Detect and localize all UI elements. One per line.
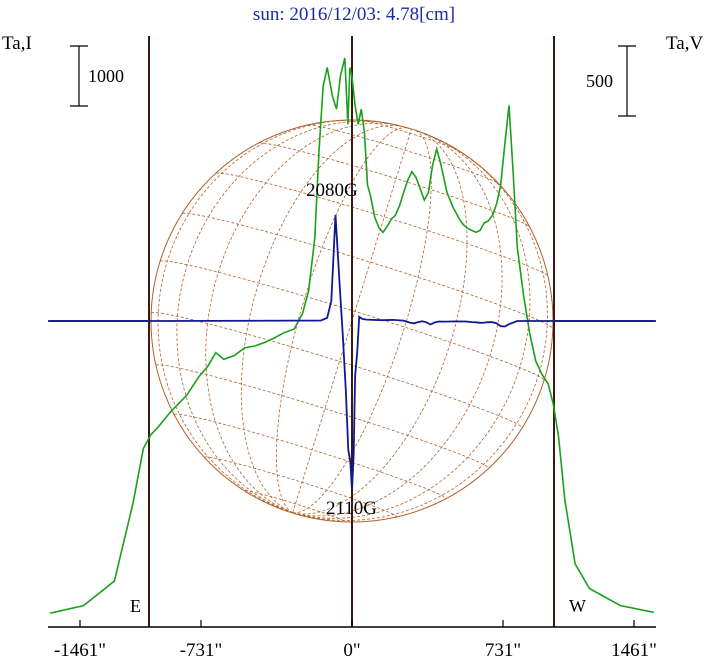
limb-east-label: E	[130, 596, 141, 616]
latitude-line	[215, 172, 549, 277]
latitude-line	[258, 142, 530, 228]
x-tick-label: -731"	[180, 640, 223, 661]
stokes-v-line	[50, 214, 654, 491]
chart-labels: Ta,I Ta,V 1000 500 2080G 2110G E W -1461" -731" 0"…	[2, 33, 703, 661]
chart-title: sun: 2016/12/03: 4.78[cm]	[252, 4, 456, 25]
x-tick-label: 0"	[343, 640, 360, 661]
annotation-top: 2080G	[306, 180, 358, 201]
latitude-line	[307, 124, 500, 185]
longitude-line	[292, 144, 548, 521]
x-tick-label: 1461"	[611, 640, 657, 661]
x-tick-label: -1461"	[54, 640, 106, 661]
longitude-line	[292, 134, 531, 519]
solar-disk-grid	[150, 119, 554, 523]
limb-west-label: W	[569, 596, 586, 616]
longitude-line	[292, 128, 412, 513]
longitude-line	[205, 122, 398, 514]
stokes-i-line	[50, 57, 654, 614]
data-series	[48, 57, 656, 614]
right-scale-label: 500	[586, 71, 613, 91]
right-axis-label: Ta,V	[666, 33, 703, 54]
longitude-line	[157, 119, 372, 514]
latitude-line	[174, 413, 447, 499]
x-tick-label: 731"	[485, 640, 521, 661]
left-scale-label: 1000	[88, 66, 124, 86]
annotation-bottom: 2110G	[326, 498, 377, 519]
longitude-line	[292, 133, 503, 517]
longitude-line	[275, 127, 409, 514]
latitude-line	[150, 312, 523, 429]
plot-frame	[48, 36, 656, 628]
longitude-line	[176, 120, 394, 514]
left-axis-label: Ta,I	[2, 33, 32, 54]
longitude-line	[292, 129, 432, 514]
